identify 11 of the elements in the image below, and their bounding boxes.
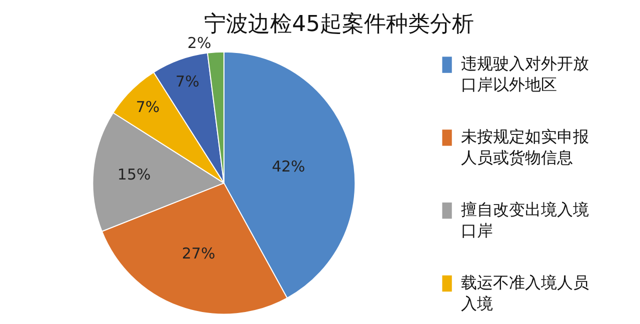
legend-label: 载运不准入境人员入境 xyxy=(461,273,589,313)
data-label: 15% xyxy=(117,166,151,184)
data-label: 27% xyxy=(182,244,216,263)
data-label: 2% xyxy=(187,34,212,52)
legend-label: 未按规定如实申报人员或货物信息 xyxy=(461,127,589,167)
data-label: 42% xyxy=(272,157,306,176)
legend-label: 擅自改变出境入境口岸 xyxy=(461,200,589,240)
legend-label: 违规驶入对外开放口岸以外地区 xyxy=(461,54,589,94)
chart-title: 宁波边检45起案件种类分析 xyxy=(204,12,474,37)
data-label: 7% xyxy=(176,72,200,91)
data-label: 7% xyxy=(136,98,160,116)
